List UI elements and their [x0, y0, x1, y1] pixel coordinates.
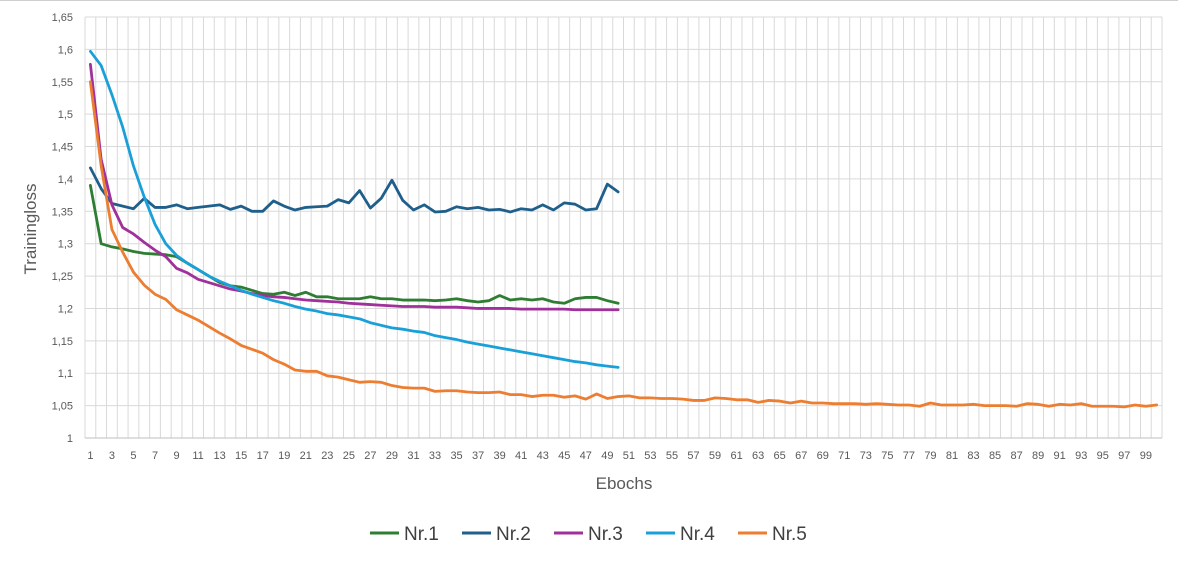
x-tick-label: 89 — [1032, 450, 1044, 462]
x-tick-label: 75 — [881, 450, 893, 462]
x-tick-label: 93 — [1075, 450, 1087, 462]
y-tick-label: 1,45 — [52, 142, 73, 154]
x-tick-label: 25 — [343, 450, 355, 462]
x-tick-label: 73 — [860, 450, 872, 462]
legend-label: Nr.4 — [680, 524, 715, 545]
x-tick-label: 81 — [946, 450, 958, 462]
x-tick-label: 59 — [709, 450, 721, 462]
gridlines — [84, 16, 1163, 438]
x-tick-label: 69 — [817, 450, 829, 462]
series-line-nr3 — [88, 62, 620, 312]
x-tick-label: 47 — [580, 450, 592, 462]
x-tick-label: 39 — [494, 450, 506, 462]
x-tick-label: 17 — [257, 450, 269, 462]
x-axis-title: Ebochs — [596, 474, 653, 493]
x-tick-label: 51 — [623, 450, 635, 462]
x-tick-label: 37 — [472, 450, 484, 462]
x-tick-label: 67 — [795, 450, 807, 462]
x-tick-label: 57 — [687, 450, 699, 462]
x-tick-label: 13 — [214, 450, 226, 462]
series-line-nr5 — [88, 80, 1159, 409]
x-tick-label: 41 — [515, 450, 527, 462]
legend-label: Nr.1 — [404, 524, 439, 545]
y-tick-label: 1,35 — [52, 206, 73, 218]
x-tick-label: 95 — [1097, 450, 1109, 462]
x-tick-label: 19 — [278, 450, 290, 462]
x-tick-label: 35 — [450, 450, 462, 462]
x-tick-label: 99 — [1140, 450, 1152, 462]
x-tick-label: 53 — [644, 450, 656, 462]
x-tick-label: 77 — [903, 450, 915, 462]
x-tick-label: 79 — [924, 450, 936, 462]
x-tick-label: 23 — [321, 450, 333, 462]
y-tick-label: 1,55 — [52, 77, 73, 89]
legend-label: Nr.2 — [496, 524, 531, 545]
y-tick-label: 1,5 — [58, 109, 73, 121]
y-tick-label: 1,15 — [52, 336, 73, 348]
y-tick-label: 1,1 — [58, 368, 73, 380]
legend: Nr.1 Nr.2 Nr.3 Nr.4 Nr.5 — [370, 524, 807, 545]
y-tick-label: 1,4 — [58, 174, 73, 186]
x-tick-label: 5 — [130, 450, 136, 462]
x-tick-label: 65 — [774, 450, 786, 462]
y-tick-label: 1,05 — [52, 401, 73, 413]
x-tick-label: 1 — [87, 450, 93, 462]
legend-label: Nr.5 — [772, 524, 807, 545]
x-tick-label: 7 — [152, 450, 158, 462]
x-tick-label: 45 — [558, 450, 570, 462]
x-tick-label: 21 — [300, 450, 312, 462]
y-tick-label: 1,6 — [58, 44, 73, 56]
x-tick-label: 87 — [1010, 450, 1022, 462]
y-axis-title: Trainingloss — [21, 183, 40, 274]
x-tick-label: 9 — [173, 450, 179, 462]
x-tick-label: 91 — [1054, 450, 1066, 462]
series-lines — [88, 49, 1159, 409]
y-tick-label: 1,2 — [58, 303, 73, 315]
y-tick-label: 1,65 — [52, 12, 73, 24]
legend-label: Nr.3 — [588, 524, 623, 545]
x-tick-label: 49 — [601, 450, 613, 462]
series-line-nr2 — [88, 166, 620, 214]
x-tick-label: 83 — [967, 450, 979, 462]
x-tick-label: 11 — [192, 450, 203, 462]
series-line-nr4 — [88, 49, 620, 369]
x-tick-label: 31 — [407, 450, 419, 462]
x-tick-label: 29 — [386, 450, 398, 462]
y-tick-labels: 1 1,05 1,1 1,15 1,2 1,25 1,3 1,35 1,4 1,45 1,5 1,55… — [52, 12, 73, 445]
x-tick-label: 85 — [989, 450, 1001, 462]
y-tick-label: 1,3 — [58, 239, 73, 251]
x-tick-label: 15 — [235, 450, 247, 462]
x-tick-labels: 1 3 5 7 9 11 13 15 17 19 21 23 25 27 29 31 33 35 37 39 41 43 4… — [87, 450, 1152, 462]
x-tick-label: 55 — [666, 450, 678, 462]
y-tick-label: 1 — [67, 433, 73, 445]
x-tick-label: 27 — [364, 450, 376, 462]
x-tick-label: 43 — [537, 450, 549, 462]
x-tick-label: 3 — [109, 450, 115, 462]
x-tick-label: 97 — [1118, 450, 1130, 462]
x-tick-label: 61 — [730, 450, 742, 462]
x-tick-label: 63 — [752, 450, 764, 462]
y-tick-label: 1,25 — [52, 271, 73, 283]
x-tick-label: 71 — [838, 450, 850, 462]
x-tick-label: 33 — [429, 450, 441, 462]
